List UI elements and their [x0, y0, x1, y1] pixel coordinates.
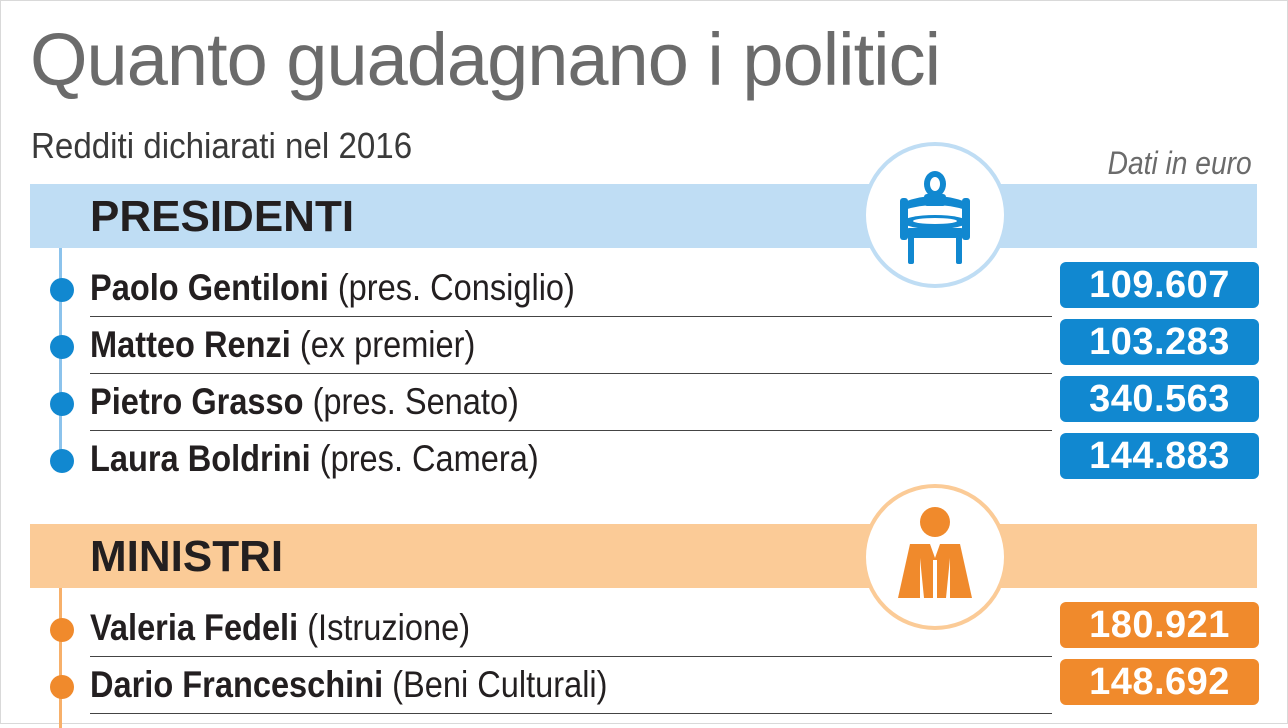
- unit-note: Dati in euro: [1107, 145, 1252, 181]
- bullet-dot: [50, 449, 74, 473]
- page-title: Quanto guadagnano i politici: [30, 18, 941, 101]
- section-label: MINISTRI: [90, 532, 284, 581]
- section-header-ministri: MINISTRI: [30, 524, 1257, 588]
- income-value: 109.607: [1060, 262, 1259, 308]
- list-item: Laura Boldrini (pres. Camera): [44, 431, 1052, 488]
- list-item: Dario Franceschini (Beni Culturali): [44, 657, 1052, 714]
- bullet-dot: [50, 335, 74, 359]
- politician-role: (ex premier): [299, 324, 476, 365]
- row-divider: [90, 429, 1052, 431]
- income-value: 340.563: [1060, 376, 1259, 422]
- bullet-dot: [50, 675, 74, 699]
- politician-name: Pietro Grasso: [90, 381, 304, 422]
- politician-name: Valeria Fedeli: [90, 607, 299, 648]
- politician-name: Paolo Gentiloni: [90, 267, 329, 308]
- bullet-dot: [50, 392, 74, 416]
- list-item: Paolo Gentiloni (pres. Consiglio): [44, 260, 1052, 317]
- minister-person-icon: [862, 484, 1008, 630]
- politician-role: (pres. Senato): [312, 381, 519, 422]
- section-header-presidenti: PRESIDENTI: [30, 184, 1257, 248]
- list-item: Valeria Fedeli (Istruzione): [44, 600, 1052, 657]
- list-item: Pietro Grasso (pres. Senato): [44, 374, 1052, 431]
- politician-name: Matteo Renzi: [90, 324, 291, 365]
- timeline-line: [59, 588, 62, 728]
- row-divider: [90, 712, 1052, 714]
- politician-role: (Beni Culturali): [392, 664, 608, 705]
- list-item: Matteo Renzi (ex premier): [44, 317, 1052, 374]
- politician-name: Dario Franceschini: [90, 664, 384, 705]
- section-label: PRESIDENTI: [90, 192, 355, 241]
- politician-name: Laura Boldrini: [90, 438, 311, 479]
- politician-role: (Istruzione): [307, 607, 471, 648]
- row-divider: [90, 372, 1052, 374]
- row-divider: [90, 655, 1052, 657]
- income-value: 103.283: [1060, 319, 1259, 365]
- income-value: 148.692: [1060, 659, 1259, 705]
- chair-icon: [862, 142, 1008, 288]
- income-value: 180.921: [1060, 602, 1259, 648]
- bullet-dot: [50, 278, 74, 302]
- politician-role: (pres. Consiglio): [337, 267, 575, 308]
- politician-role: (pres. Camera): [319, 438, 539, 479]
- row-divider: [90, 315, 1052, 317]
- page-subtitle: Redditi dichiarati nel 2016: [31, 125, 413, 166]
- income-value: 144.883: [1060, 433, 1259, 479]
- bullet-dot: [50, 618, 74, 642]
